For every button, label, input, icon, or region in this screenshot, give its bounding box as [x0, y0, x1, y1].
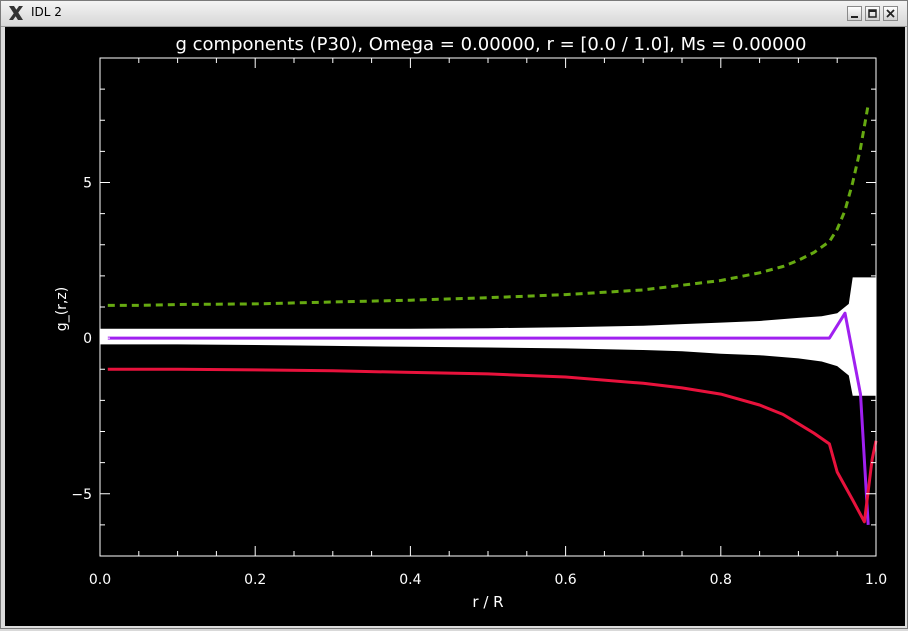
y-tick-label: 5: [83, 176, 92, 192]
window-titlebar[interactable]: IDL 2: [1, 1, 907, 27]
plot-frame: [99, 57, 877, 557]
y-tick-label: 0: [83, 331, 92, 347]
y-axis-label: g_(r,z): [54, 287, 70, 331]
x-tick-label: 1.0: [865, 572, 887, 588]
minimize-button[interactable]: [847, 6, 862, 21]
series-line-red: [107, 367, 878, 524]
band-area: [100, 277, 876, 396]
y-tick-label: −5: [71, 487, 92, 503]
x-tick-label: 0.2: [244, 572, 266, 588]
series-lines: [107, 104, 878, 525]
x-tick-label: 0.8: [710, 572, 732, 588]
maximize-icon: [868, 9, 877, 18]
x-axis-label: r / R: [472, 593, 503, 611]
x-tick-label: 0.0: [89, 572, 111, 588]
axis-ticks: 0.0 0.2 0.4 0.6 0.8 1.0 −5 0 5: [71, 57, 887, 588]
window-title: IDL 2: [31, 5, 62, 19]
series-line-purple: [107, 311, 870, 525]
x-tick-label: 0.6: [554, 572, 576, 588]
chart-title: g components (P30), Omega = 0.00000, r =…: [175, 34, 806, 55]
close-icon: [886, 9, 895, 18]
close-button[interactable]: [883, 6, 898, 21]
x11-icon: [9, 6, 23, 20]
x-tick-label: 0.4: [399, 572, 421, 588]
plot-area: g components (P30), Omega = 0.00000, r =…: [5, 27, 905, 626]
series-line-green: [107, 104, 870, 307]
minimize-icon: [851, 16, 858, 18]
uncertainty-band: [100, 277, 876, 396]
maximize-button[interactable]: [865, 6, 880, 21]
chart-svg: g components (P30), Omega = 0.00000, r =…: [54, 34, 887, 611]
